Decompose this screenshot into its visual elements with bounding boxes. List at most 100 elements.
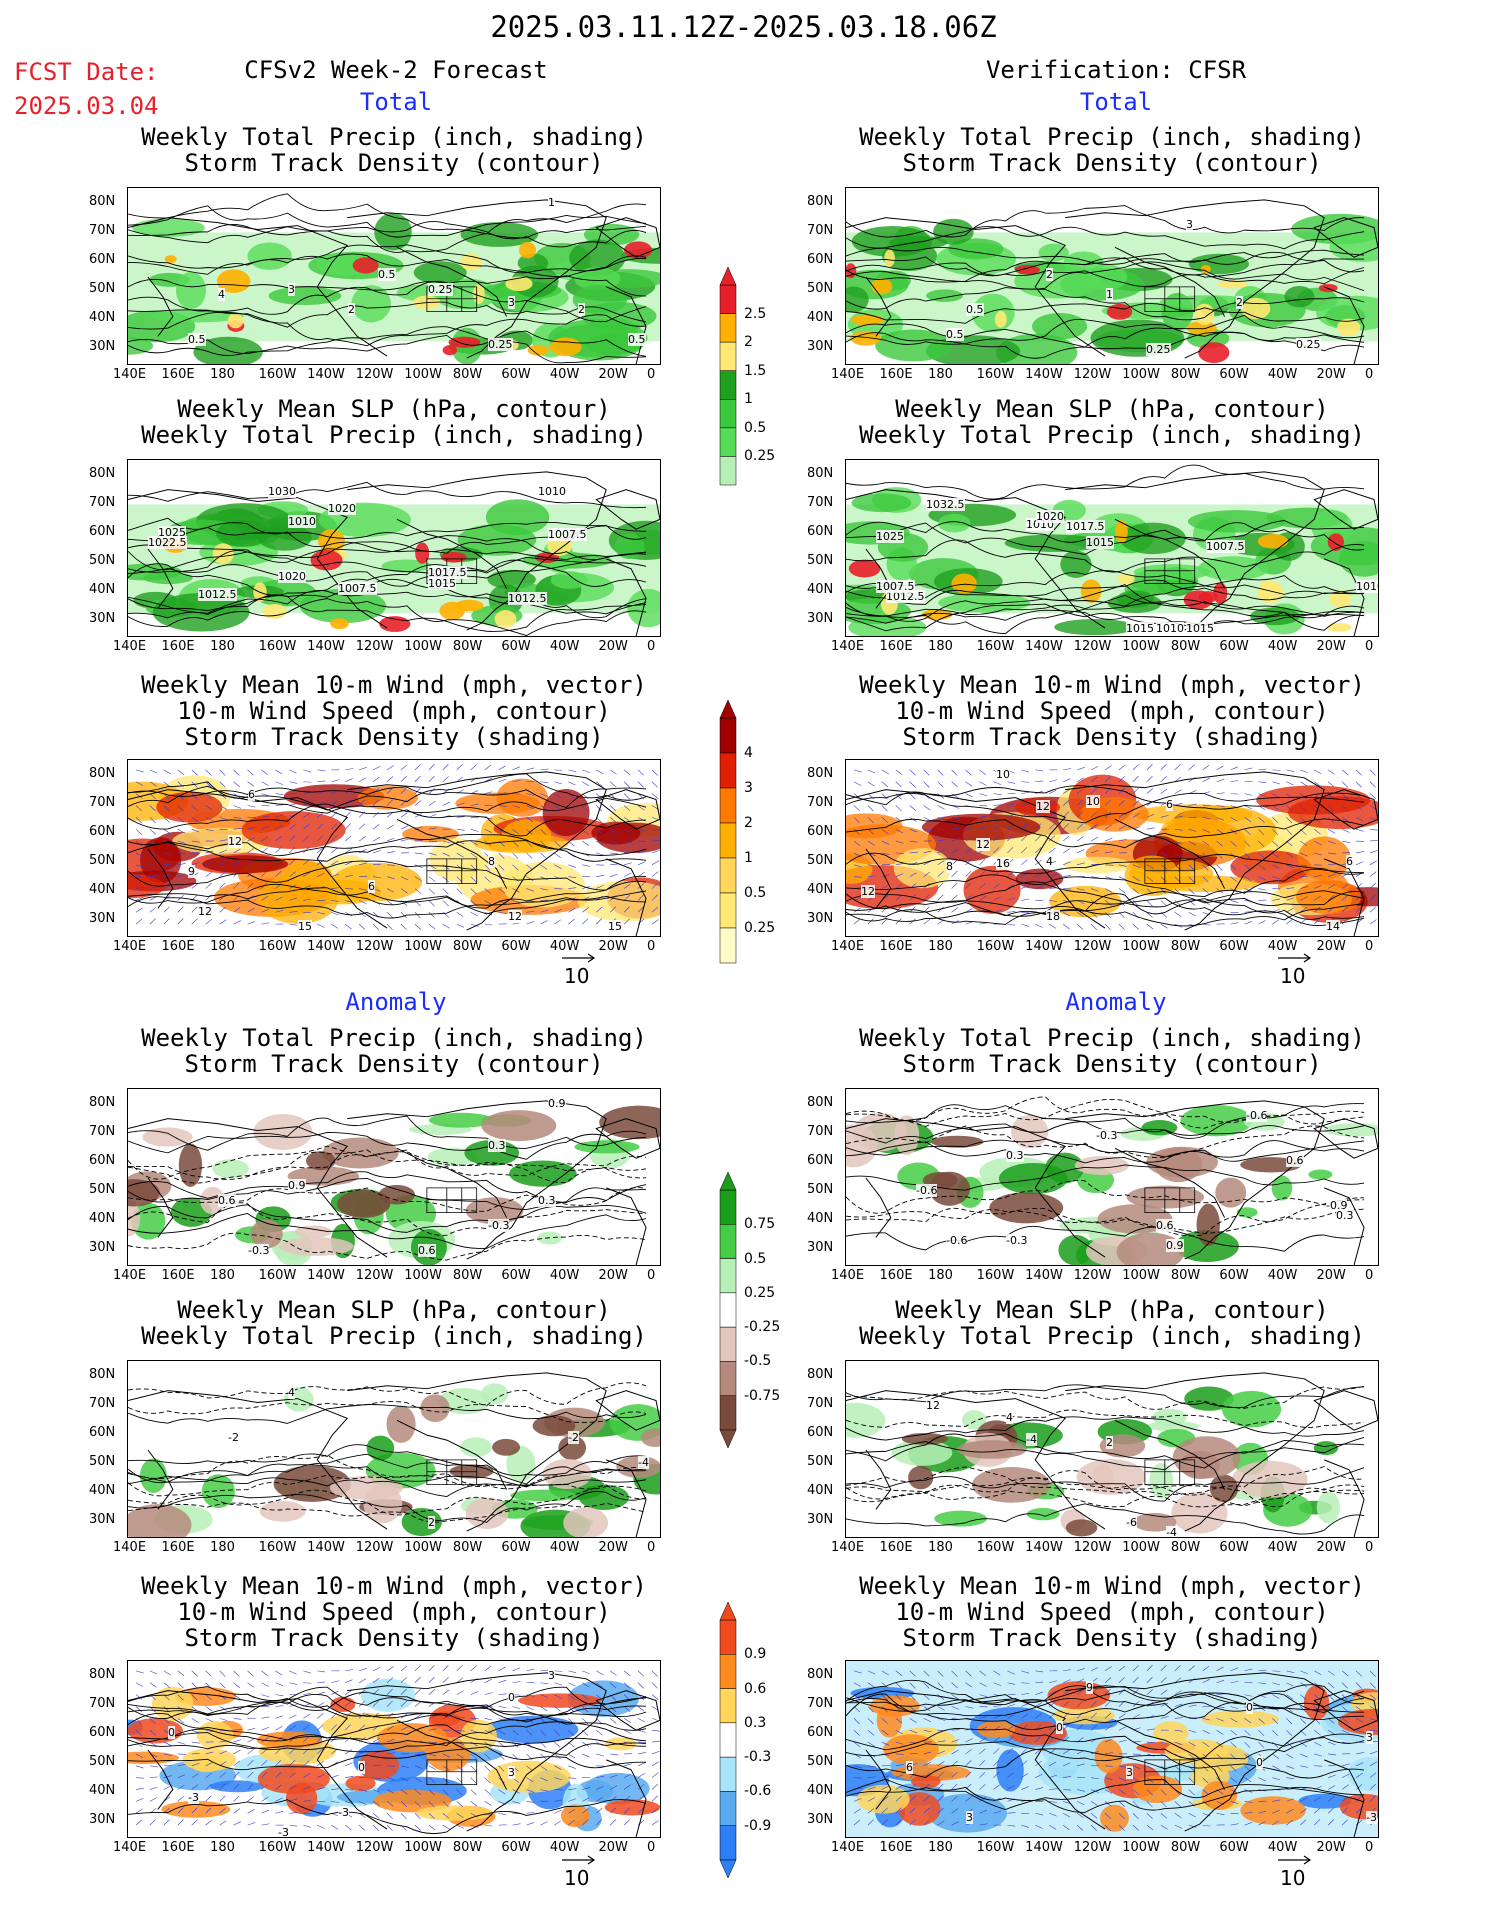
lon-tick-label: 100W <box>404 367 442 382</box>
lon-tick-label: 20W <box>598 1840 628 1855</box>
lon-tick-label: 160W <box>258 367 297 382</box>
lon-tick-label: 140W <box>1025 1840 1063 1855</box>
contour-label: 1010 <box>538 485 566 498</box>
vector-reference-label: 10 <box>564 1866 590 1890</box>
lon-tick-label: 40W <box>549 367 580 382</box>
lon-tick-label: 80W <box>1170 1840 1201 1855</box>
lon-tick-label: 20W <box>598 1268 628 1283</box>
contour-label: 3 <box>508 296 515 309</box>
colorbar <box>719 1601 737 1879</box>
contour-label: -0.9 <box>1326 1199 1348 1212</box>
fcst-date: 2025.03.04 <box>14 92 159 120</box>
lat-tick-label: 30N <box>807 1512 834 1527</box>
lon-tick-label: 140E <box>113 367 147 382</box>
lon-tick-label: 20W <box>1316 1268 1346 1283</box>
lon-tick-label: 60W <box>1219 1840 1249 1855</box>
contour-label: -3 <box>338 1806 349 1819</box>
contour-label: -0.3 <box>1006 1234 1028 1247</box>
lon-tick-label: 60W <box>1219 367 1249 382</box>
colorbar-label: 3 <box>744 780 753 796</box>
vector-reference-label: 10 <box>564 964 590 988</box>
map-canvas <box>846 1372 1378 1537</box>
panel-title-line: Storm Track Density (shading) <box>184 723 604 751</box>
lon-tick-label: 140E <box>113 639 147 654</box>
lon-tick-label: 40W <box>549 1540 580 1555</box>
vector-reference-label: 10 <box>1280 1866 1306 1890</box>
lon-tick-label: 160E <box>879 639 913 654</box>
lat-tick-label: 60N <box>807 1153 834 1168</box>
panel-title-line: Weekly Mean 10-m Wind (mph, vector) <box>141 1572 647 1600</box>
lat-tick-label: 70N <box>89 1396 116 1411</box>
lat-tick-label: 80N <box>807 194 834 209</box>
contour-label: 4 <box>288 1386 295 1399</box>
contour-label: 1007.5 <box>876 580 915 593</box>
lon-tick-label: 140W <box>1025 1268 1063 1283</box>
lat-tick-label: 50N <box>807 1182 834 1197</box>
lon-tick-label: 80W <box>452 1268 483 1283</box>
contour-label: -2 <box>568 1431 579 1444</box>
lon-tick-label: 0 <box>1365 639 1374 654</box>
contour-label: 1015 <box>1126 622 1154 635</box>
panel-title-line: 10-m Wind Speed (mph, contour) <box>895 1598 1329 1626</box>
lat-tick-label: 40N <box>807 582 834 597</box>
lon-tick-label: 180 <box>210 1840 235 1855</box>
lat-tick-label: 80N <box>89 1667 116 1682</box>
lon-tick-label: 160E <box>879 1540 913 1555</box>
contour-label: 1007.5 <box>1206 540 1245 553</box>
lon-tick-label: 160W <box>976 1268 1015 1283</box>
colorbar-label: 0.25 <box>744 920 776 936</box>
lon-tick-label: 60W <box>1219 1540 1249 1555</box>
lon-tick-label: 100W <box>404 1540 442 1555</box>
contour-label: 0 <box>508 1691 515 1704</box>
lon-tick-label: 160W <box>976 1540 1015 1555</box>
lon-tick-label: 140W <box>307 939 345 954</box>
lon-tick-label: 140W <box>1025 639 1063 654</box>
contour-label: 10 <box>996 768 1010 781</box>
panel-title-line: 10-m Wind Speed (mph, contour) <box>177 697 611 725</box>
contour-label: 0.9 <box>548 1097 566 1110</box>
lon-tick-label: 40W <box>549 1268 580 1283</box>
lon-tick-label: 0 <box>647 1840 656 1855</box>
lon-tick-label: 40W <box>549 639 580 654</box>
lon-tick-label: 180 <box>928 1540 953 1555</box>
contour-label: 1025 <box>158 526 186 539</box>
lon-tick-label: 60W <box>501 1840 531 1855</box>
contour-label: 1017.5 <box>1066 520 1105 533</box>
lon-tick-label: 20W <box>598 939 628 954</box>
lat-tick-label: 60N <box>89 1153 116 1168</box>
lon-tick-label: 180 <box>928 939 953 954</box>
contour-label: 0 <box>168 1726 175 1739</box>
contour-label: 0 <box>1246 1701 1253 1714</box>
lon-tick-label: 120W <box>355 1268 394 1283</box>
contour-label: 0.25 <box>1296 338 1321 351</box>
lon-tick-label: 60W <box>1219 639 1249 654</box>
contour-label: 1 <box>1106 288 1113 301</box>
lon-tick-label: 100W <box>404 639 442 654</box>
lon-tick-label: 20W <box>598 639 628 654</box>
contour-label: 0 <box>1256 1756 1263 1769</box>
lat-tick-label: 80N <box>89 1095 116 1110</box>
lat-tick-label: 70N <box>807 1396 834 1411</box>
lon-tick-label: 180 <box>210 1268 235 1283</box>
lat-tick-label: 30N <box>807 1240 834 1255</box>
lon-tick-label: 80W <box>452 367 483 382</box>
lon-tick-label: 140W <box>307 1840 345 1855</box>
contour-label: 1030 <box>268 485 296 498</box>
arrow-icon <box>1278 953 1312 963</box>
contour-label: -3 <box>278 1826 289 1838</box>
forecast-column-title: CFSv2 Week-2 Forecast <box>244 56 548 84</box>
contour-label: -3 <box>188 1791 199 1804</box>
lat-tick-label: 40N <box>89 1783 116 1798</box>
lat-tick-label: 50N <box>89 1754 116 1769</box>
lon-tick-label: 160W <box>258 939 297 954</box>
contour-label: 6 <box>368 880 375 893</box>
lat-tick-label: 50N <box>807 853 834 868</box>
colorbar-label: -0.25 <box>744 1319 781 1336</box>
contour-label: 6 <box>1346 855 1353 868</box>
panel-title-line: Weekly Mean SLP (hPa, contour) <box>177 1296 611 1324</box>
lon-tick-label: 80W <box>452 1840 483 1855</box>
lon-tick-label: 60W <box>1219 939 1249 954</box>
panel-title-line: Storm Track Density (contour) <box>184 149 604 177</box>
panel-title-line: Storm Track Density (contour) <box>902 1050 1322 1078</box>
lon-tick-label: 180 <box>210 367 235 382</box>
